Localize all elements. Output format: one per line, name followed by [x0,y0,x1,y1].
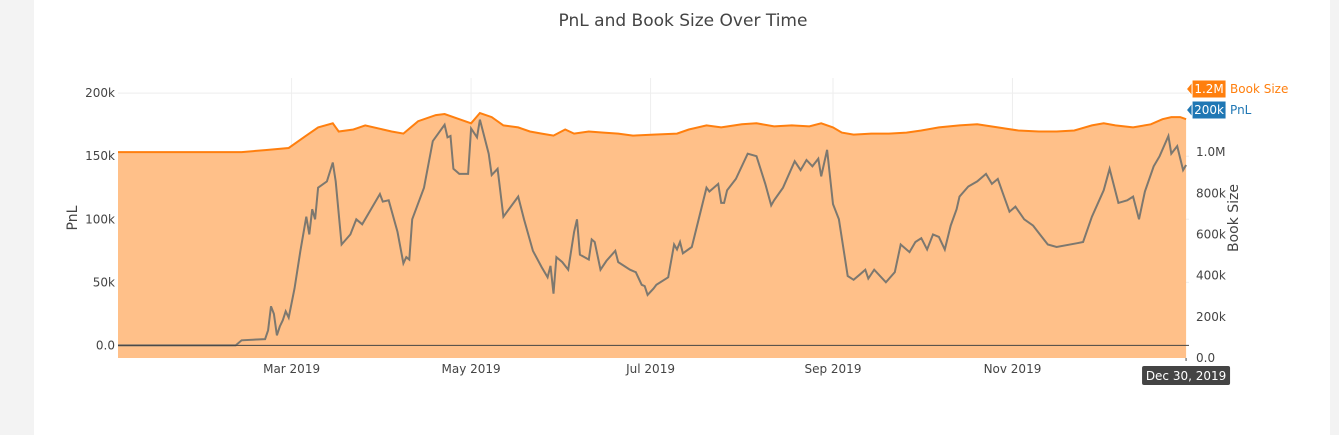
x-tick-label: Mar 2019 [263,362,320,376]
y-left-tick-label: 50k [93,275,115,289]
chart-title: PnL and Book Size Over Time [559,11,808,31]
y-left-tick-label: 0.0 [96,338,115,352]
y-right-tick-label: 600k [1196,227,1226,241]
pnl-line[interactable] [118,119,1187,347]
hover-value-box [1191,100,1227,120]
hover-value-label: 1.2M [1194,82,1223,96]
x-tick-label: Sep 2019 [804,362,861,376]
book-size-area [118,113,1187,358]
hover-series-name: PnL [1230,103,1252,117]
hover-value-label: 200k [1194,103,1224,117]
x-tick-label: Jul 2019 [625,362,675,376]
hover-pointer [1187,104,1193,116]
x-tick-label: May 2019 [441,362,500,376]
y-left-tick-label: 200k [85,86,115,100]
y-left-tick-label: 100k [85,212,115,226]
hover-series-name: Book Size [1230,82,1288,96]
chart-card: Mar 2019 May 2019 Jul 2019 Sep 2019 Nov 2019… [34,0,1330,435]
book-size-line[interactable] [118,111,1187,154]
hover-labels: Dec 30, 2019 1.2M Book Size 200k PnL [1142,79,1288,385]
y-right-tick-label: 1.0M [1196,145,1225,159]
x-tick-label: Nov 2019 [984,362,1042,376]
y-axis-left-title: PnL [65,205,81,230]
y-right-tick-label: 400k [1196,269,1226,283]
hover-date-label: Dec 30, 2019 [1146,369,1226,383]
axis-ticks: Mar 2019 May 2019 Jul 2019 Sep 2019 Nov 2019… [85,86,1226,376]
hover-pointer [1187,83,1193,95]
y-right-tick-label: 800k [1196,186,1226,200]
hover-date-box [1142,366,1231,385]
y-right-tick-label: 200k [1196,310,1226,324]
y-right-tick-label: 0.0 [1196,351,1215,365]
chart-svg: Mar 2019 May 2019 Jul 2019 Sep 2019 Nov 2019… [65,11,1288,385]
hover-value-box [1191,79,1227,99]
y-left-tick-label: 150k [85,149,115,163]
y-axis-right-title: Book Size [1226,184,1242,252]
